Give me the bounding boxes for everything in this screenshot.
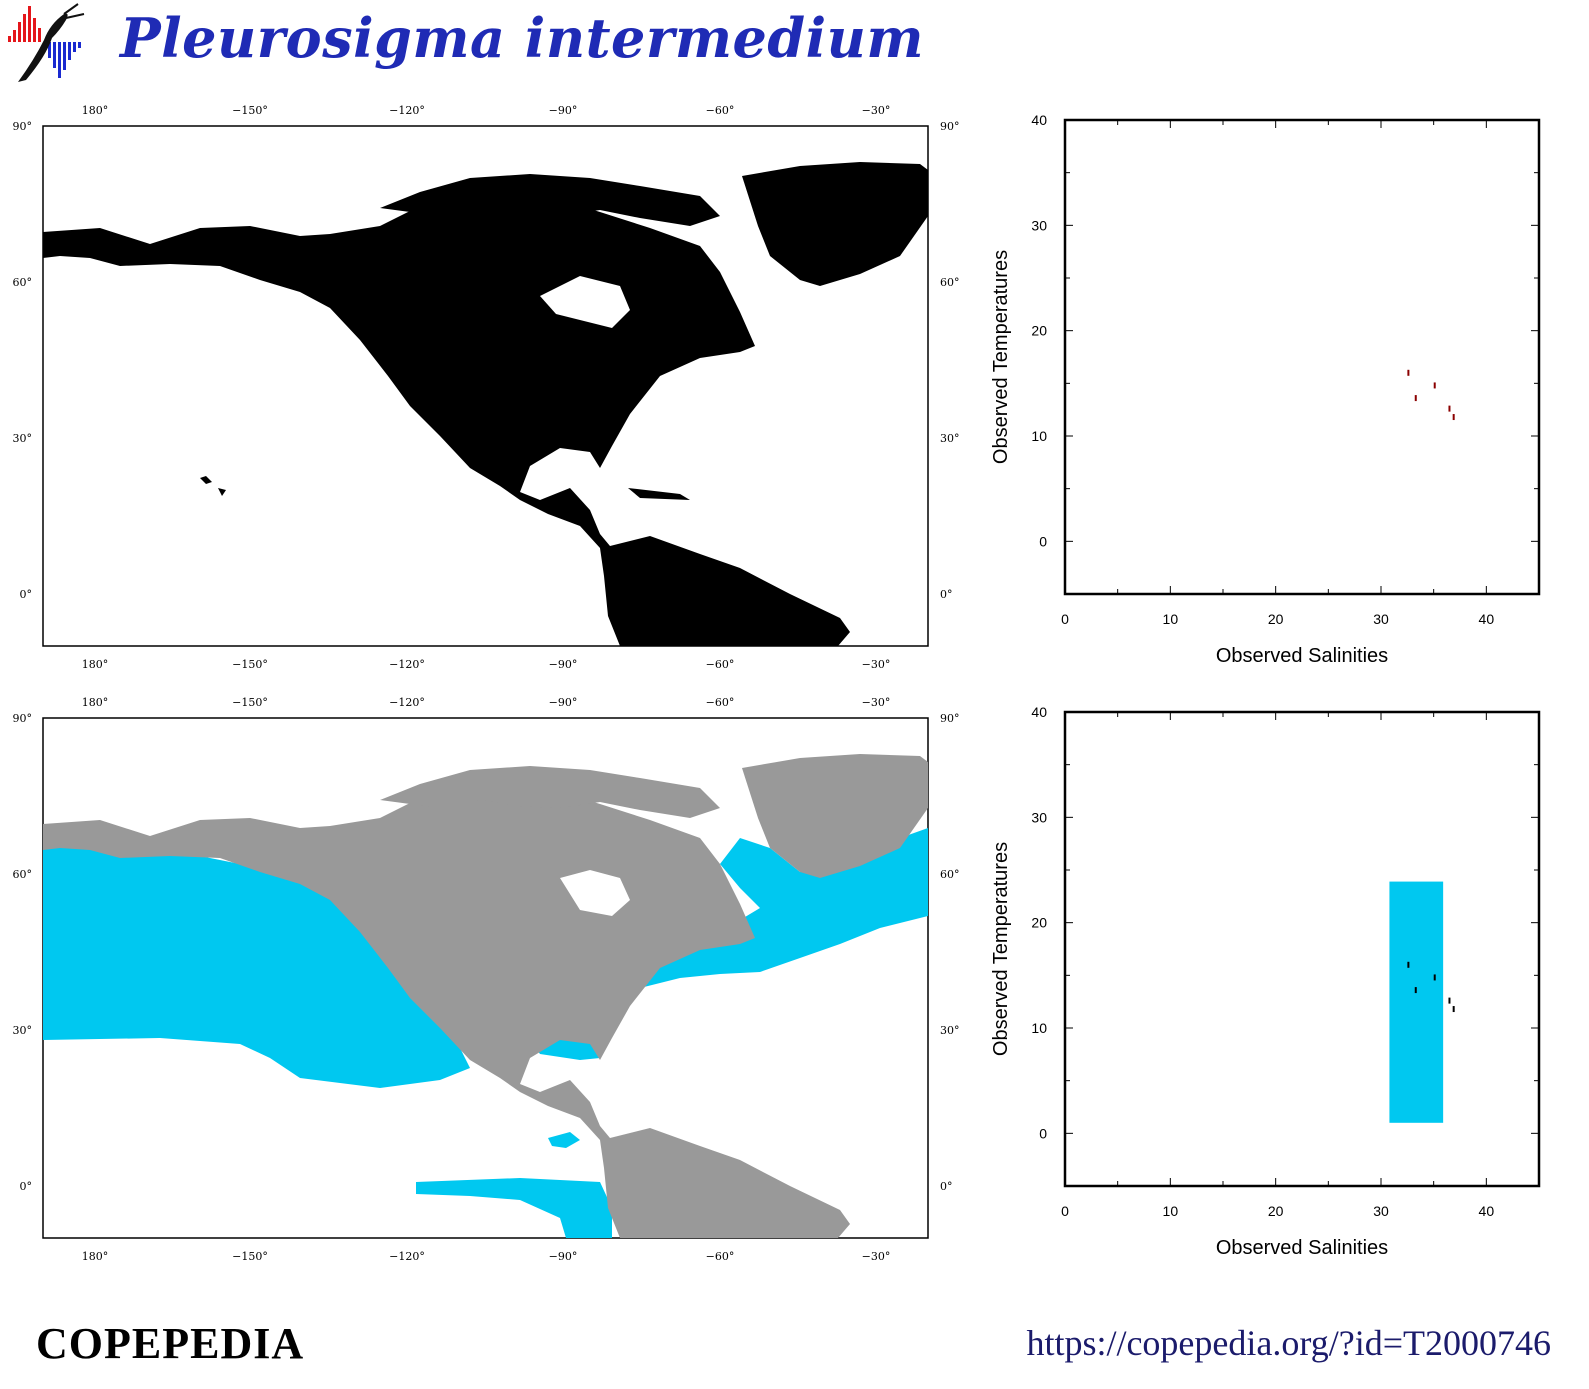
- x-tick-label: 30: [1373, 1203, 1389, 1219]
- y-axis-label: Observed Temperatures: [990, 842, 1012, 1056]
- tick-label: −150°: [232, 104, 268, 117]
- tick-label: −120°: [389, 658, 425, 671]
- tick-label: 0°: [940, 1180, 953, 1193]
- habitat-map: 180° −150° −120° −90° −60° −30° 180° −15…: [13, 696, 960, 1263]
- x-tick-label: 0: [1061, 1203, 1069, 1219]
- tick-label: −150°: [232, 658, 268, 671]
- top-axis-ticks: 180° −150° −120° −90° −60° −30°: [82, 696, 891, 709]
- footer-brand: COPEPEDIA: [36, 1319, 305, 1368]
- left-axis-ticks: 90° 60° 30° 0°: [13, 712, 33, 1193]
- plot-frame: [1063, 710, 1541, 1188]
- observations-map: 180° −150° −120° −90° −60° −30° 180° −15…: [13, 104, 960, 671]
- y-tick-label: 30: [1031, 809, 1047, 825]
- y-tick-label: 10: [1031, 428, 1047, 444]
- tick-label: 30°: [940, 432, 960, 445]
- data-point: [1433, 382, 1436, 389]
- tick-label: 90°: [13, 120, 33, 133]
- tick-label: 0°: [940, 588, 953, 601]
- y-tick-label: 20: [1031, 323, 1047, 339]
- y-axis-label: Observed Temperatures: [990, 250, 1012, 464]
- land-masses: [43, 754, 928, 1238]
- tick-label: 180°: [82, 696, 109, 709]
- data-point: [1448, 405, 1451, 412]
- x-tick-label: 30: [1373, 611, 1389, 627]
- tick-label: −30°: [862, 104, 891, 117]
- y-tick-label: 0: [1039, 533, 1047, 549]
- tick-label: 60°: [13, 868, 33, 881]
- bottom-axis-ticks: 180° −150° −120° −90° −60° −30°: [82, 1250, 891, 1263]
- top-axis-ticks: 180° −150° −120° −90° −60° −30°: [82, 104, 891, 117]
- copepedia-logo-icon: [8, 3, 85, 83]
- x-axis-label: Observed Salinities: [1216, 1237, 1388, 1259]
- x-tick-label: 10: [1163, 611, 1179, 627]
- species-link[interactable]: https://copepedia.org/?id=T2000746: [1026, 1323, 1551, 1363]
- tick-label: −30°: [862, 658, 891, 671]
- tick-label: −120°: [389, 696, 425, 709]
- plot-frame: [1063, 118, 1541, 596]
- tick-label: 180°: [82, 104, 109, 117]
- x-tick-label: 20: [1268, 1203, 1284, 1219]
- bottom-axis-ticks: 180° −150° −120° −90° −60° −30°: [82, 658, 891, 671]
- tick-label: 0°: [20, 588, 33, 601]
- tick-label: 30°: [13, 1024, 33, 1037]
- right-axis-ticks: 90° 60° 30° 0°: [940, 120, 960, 601]
- tick-label: −90°: [549, 658, 578, 671]
- x-axis-label: Observed Salinities: [1216, 645, 1388, 667]
- tick-label: −90°: [549, 104, 578, 117]
- tick-label: 30°: [13, 432, 33, 445]
- tick-label: −120°: [389, 104, 425, 117]
- tick-label: 30°: [940, 1024, 960, 1037]
- data-point: [1407, 961, 1410, 968]
- land-masses: [43, 162, 928, 646]
- page-title: Pleurosigma intermedium: [120, 6, 924, 70]
- tick-label: 60°: [940, 868, 960, 881]
- tick-label: 60°: [13, 276, 33, 289]
- tick-label: −60°: [706, 1250, 735, 1263]
- tick-label: 90°: [940, 712, 960, 725]
- habitat-envelope: [1389, 881, 1444, 1123]
- tick-label: 180°: [82, 1250, 109, 1263]
- tick-label: −90°: [549, 696, 578, 709]
- data-point: [1414, 395, 1417, 402]
- data-point: [1452, 1006, 1455, 1013]
- tick-label: −30°: [862, 696, 891, 709]
- ts-plot-habitat: 0 10 20 30 40 0 10 20 30 40 Observed Salinities Obs…: [990, 704, 1541, 1259]
- x-tick-label: 40: [1479, 1203, 1495, 1219]
- data-point: [1433, 974, 1436, 981]
- right-axis-ticks: 90° 60° 30° 0°: [940, 712, 960, 1193]
- tick-label: −60°: [706, 696, 735, 709]
- x-tick-label: 20: [1268, 611, 1284, 627]
- data-point: [1448, 997, 1451, 1004]
- y-tick-label: 40: [1031, 112, 1047, 128]
- tick-label: −60°: [706, 104, 735, 117]
- tick-label: −150°: [232, 696, 268, 709]
- data-point: [1452, 414, 1455, 421]
- tick-label: 0°: [20, 1180, 33, 1193]
- tick-label: 90°: [940, 120, 960, 133]
- x-tick-label: 40: [1479, 611, 1495, 627]
- y-tick-label: 40: [1031, 704, 1047, 720]
- tick-label: −30°: [862, 1250, 891, 1263]
- data-point: [1407, 369, 1410, 376]
- y-tick-label: 0: [1039, 1125, 1047, 1141]
- tick-label: −120°: [389, 1250, 425, 1263]
- tick-label: 90°: [13, 712, 33, 725]
- y-tick-label: 10: [1031, 1020, 1047, 1036]
- x-tick-label: 10: [1163, 1203, 1179, 1219]
- x-tick-label: 0: [1061, 611, 1069, 627]
- data-point: [1414, 987, 1417, 994]
- y-tick-label: 20: [1031, 915, 1047, 931]
- tick-label: −90°: [549, 1250, 578, 1263]
- tick-label: 180°: [82, 658, 109, 671]
- ts-plot-observations: 0 10 20 30 40 0 10 20 30 40 Observed Salinities Obs…: [990, 112, 1541, 667]
- tick-label: −150°: [232, 1250, 268, 1263]
- left-axis-ticks: 90° 60° 30° 0°: [13, 120, 33, 601]
- tick-label: 60°: [940, 276, 960, 289]
- y-tick-label: 30: [1031, 217, 1047, 233]
- tick-label: −60°: [706, 658, 735, 671]
